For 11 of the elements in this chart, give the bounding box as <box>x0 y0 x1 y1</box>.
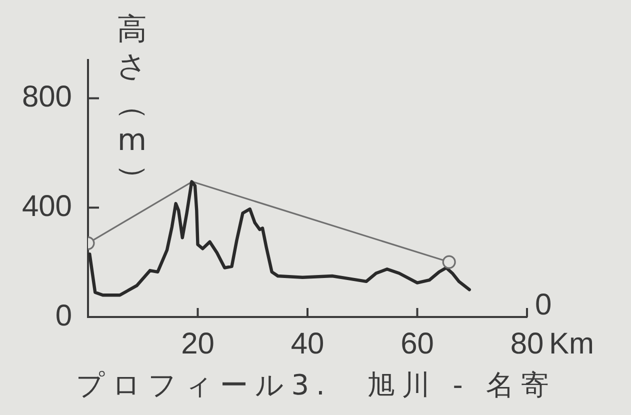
x-tick-label: 40 <box>290 327 324 360</box>
text: プロフィール3. 旭川 - 名寄 <box>76 368 556 402</box>
x-tick-label: 80 <box>510 327 544 360</box>
y-tick-label: 400 <box>22 190 72 223</box>
text: 0 <box>535 288 552 322</box>
x-tick-label: 20 <box>181 327 214 360</box>
y-tick-label: 800 <box>22 80 72 114</box>
x-axis-title: Km <box>549 327 594 360</box>
y-tick-label: 0 <box>55 299 72 332</box>
y-axis-title: 高さ（m） <box>116 12 152 194</box>
x-tick-label: 60 <box>400 327 434 360</box>
